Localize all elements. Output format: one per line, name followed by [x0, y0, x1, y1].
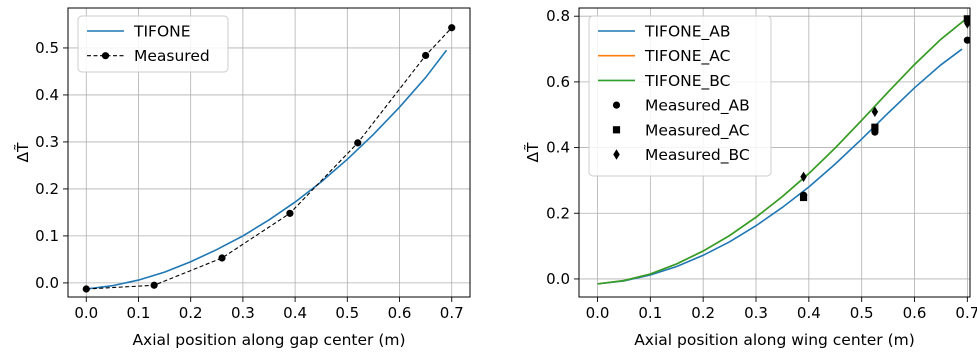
legend-swatch-marker: [612, 101, 621, 109]
y-tick-label: 0.2: [546, 204, 570, 222]
data-point-measured-ac: [963, 15, 970, 23]
series-line-tifone-bc: [597, 17, 968, 285]
data-point-measured-ac: [871, 123, 879, 131]
x-axis-label: Axial position along wing center (m): [634, 331, 915, 349]
y-axis-label: ΔT̃: [13, 142, 32, 163]
legend: TIFONE Measured: [77, 15, 229, 73]
legend-swatch-marker: [613, 149, 620, 160]
x-tick-label: 0.7: [440, 304, 464, 322]
data-point-measured: [448, 24, 456, 32]
x-tick-label: 0.3: [744, 304, 768, 322]
y-tick-label: 0.0: [35, 274, 59, 292]
y-tick-label: 0.5: [35, 39, 59, 57]
data-point-measured: [286, 209, 294, 217]
series-group: [82, 24, 456, 293]
y-tick-label: 0.0: [546, 270, 570, 288]
x-tick-label: 0.3: [231, 304, 255, 322]
legend-entry-label: Measured_AB: [645, 97, 750, 116]
y-tick-label: 0.4: [35, 86, 59, 104]
x-tick-label: 0.2: [691, 304, 715, 322]
data-point-measured-bc: [800, 171, 807, 183]
legend-swatch-marker: [101, 52, 110, 60]
x-tick-label: 0.1: [638, 304, 662, 322]
data-point-measured: [354, 139, 362, 147]
x-tick-label: 0.5: [335, 304, 359, 322]
data-point-measured: [150, 281, 158, 289]
chart-panel-2: 0.0 0.1 0.2 0.3 0.4 0.5 0.6 0.7 0.0 0.2 0.4 0.6 0.8 A…: [523, 7, 977, 349]
x-axis-label: Axial position along gap center (m): [132, 331, 405, 349]
legend-entry-label: TIFONE: [133, 23, 191, 41]
x-tick-label: 0.0: [586, 304, 610, 322]
data-point-measured: [422, 51, 430, 60]
x-tick-label: 0.1: [127, 304, 151, 322]
x-tick-label: 0.2: [179, 304, 203, 322]
legend-swatch-marker: [612, 126, 621, 134]
data-point-measured: [82, 285, 90, 293]
series-group: [597, 15, 970, 285]
legend-entry-label: Measured_BC: [645, 146, 750, 165]
legend-entry-label: TIFONE_AB: [644, 23, 731, 42]
x-tick-label: 0.6: [903, 304, 927, 322]
y-axis-label: ΔT̃: [523, 142, 542, 163]
series-line-tifone: [86, 49, 448, 290]
data-point-measured: [218, 254, 226, 262]
y-tick-label: 0.8: [546, 7, 570, 25]
legend-entry-label: TIFONE_AC: [644, 47, 730, 66]
y-tick-label: 0.1: [35, 227, 59, 245]
legend-entry-label: Measured_AC: [645, 121, 750, 140]
axes-frame: [67, 7, 471, 298]
chart-panel-1: 0.0 0.1 0.2 0.3 0.4 0.5 0.6 0.7 0.0 0.1 0.2 0.3 0.4 0…: [13, 7, 471, 349]
x-tick-label: 0.7: [955, 304, 977, 322]
legend: TIFONE_AB TIFONE_AC TIFONE_BC Measured_AB Me…: [588, 15, 772, 177]
series-line-tifone-ab: [597, 48, 963, 285]
y-tick-label: 0.4: [546, 139, 570, 157]
y-tick-label: 0.6: [546, 73, 570, 91]
y-tick-label: 0.2: [35, 180, 59, 198]
x-tick-label: 0.6: [388, 304, 412, 322]
x-tick-label: 0.4: [283, 304, 307, 322]
data-point-measured-bc: [964, 18, 970, 29]
legend-entry-label: TIFONE_BC: [644, 72, 730, 91]
legend-entry-label: Measured: [134, 47, 210, 65]
x-tick-label: 0.0: [74, 304, 98, 322]
y-tick-label: 0.3: [35, 133, 59, 151]
x-tick-label: 0.5: [850, 304, 874, 322]
legend-box: [77, 15, 229, 73]
axes-frame: [578, 7, 971, 298]
x-tick-label: 0.4: [797, 304, 821, 322]
data-point-measured-ab: [963, 36, 970, 44]
data-point-measured-bc: [871, 106, 879, 117]
data-point-measured-ac: [799, 193, 808, 202]
